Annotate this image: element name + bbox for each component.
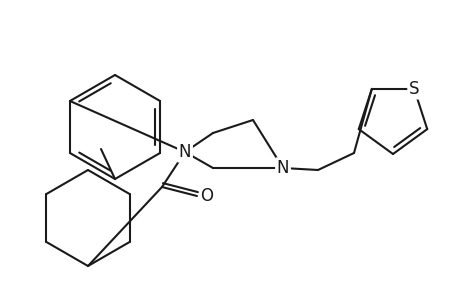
Text: N: N [276,159,289,177]
Text: S: S [408,80,419,98]
Text: O: O [200,187,213,205]
Text: N: N [179,143,191,161]
